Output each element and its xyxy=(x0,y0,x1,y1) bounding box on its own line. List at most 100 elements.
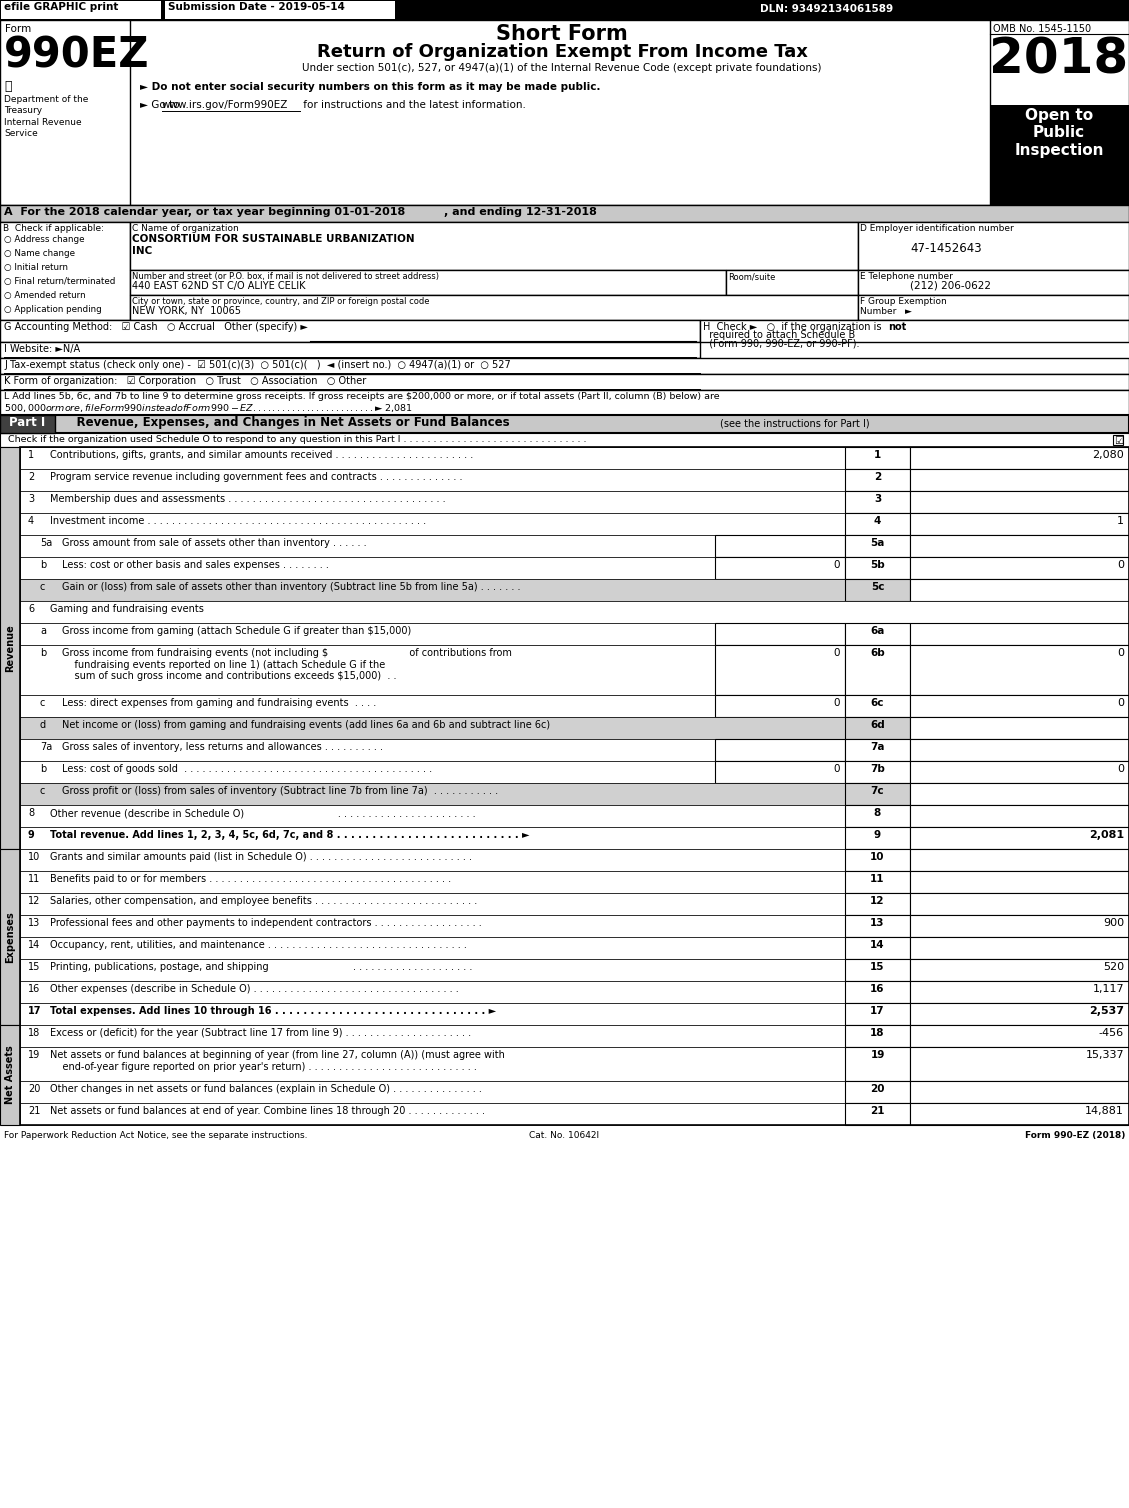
Text: Form 990-EZ (2018): Form 990-EZ (2018) xyxy=(1025,1131,1124,1140)
Bar xyxy=(20,492,1129,513)
Text: 0: 0 xyxy=(833,559,840,570)
Bar xyxy=(844,1047,910,1081)
Text: Investment income . . . . . . . . . . . . . . . . . . . . . . . . . . . . . . . : Investment income . . . . . . . . . . . … xyxy=(50,516,426,526)
Text: Expenses: Expenses xyxy=(5,911,15,964)
Text: I Website: ►N/A: I Website: ►N/A xyxy=(5,344,80,354)
Bar xyxy=(844,1102,910,1125)
Text: A  For the 2018 calendar year, or tax year beginning 01-01-2018          , and e: A For the 2018 calendar year, or tax yea… xyxy=(5,207,597,217)
Text: ○ Initial return: ○ Initial return xyxy=(5,262,68,271)
Bar xyxy=(844,1081,910,1102)
Text: 0: 0 xyxy=(1117,559,1124,570)
Bar xyxy=(0,20,130,205)
Text: Gaming and fundraising events: Gaming and fundraising events xyxy=(50,605,204,614)
Bar xyxy=(910,982,1129,1003)
Text: Ⓢ: Ⓢ xyxy=(5,80,11,93)
Bar xyxy=(20,469,1129,492)
Text: 7c: 7c xyxy=(870,786,884,796)
Bar xyxy=(130,270,726,296)
Text: Excess or (deficit) for the year (Subtract line 17 from line 9) . . . . . . . . : Excess or (deficit) for the year (Subtra… xyxy=(50,1028,471,1038)
Bar xyxy=(163,2,165,20)
Bar xyxy=(990,106,1129,205)
Text: 1: 1 xyxy=(874,449,881,460)
Bar xyxy=(726,270,858,296)
Text: F Group Exemption: F Group Exemption xyxy=(860,297,947,306)
Text: 14: 14 xyxy=(28,939,41,950)
Text: ○ Application pending: ○ Application pending xyxy=(5,305,102,314)
Bar xyxy=(20,982,1129,1003)
Bar xyxy=(910,579,1129,602)
Bar xyxy=(20,602,1129,623)
Text: Short Form: Short Form xyxy=(496,24,628,44)
Bar xyxy=(910,1081,1129,1102)
Text: Form: Form xyxy=(5,24,32,35)
Bar xyxy=(0,342,700,357)
Bar xyxy=(844,492,910,513)
Bar xyxy=(844,982,910,1003)
Bar xyxy=(0,320,700,342)
Text: 0: 0 xyxy=(833,698,840,707)
Text: B  Check if applicable:: B Check if applicable: xyxy=(3,225,104,234)
Bar xyxy=(20,1081,1129,1102)
Text: Check if the organization used Schedule O to respond to any question in this Par: Check if the organization used Schedule … xyxy=(8,434,586,443)
Bar xyxy=(844,645,910,695)
Text: 19: 19 xyxy=(28,1050,41,1060)
Text: (212) 206-0622: (212) 206-0622 xyxy=(910,280,991,291)
Text: b: b xyxy=(40,648,46,657)
Bar xyxy=(20,1047,1129,1081)
Bar xyxy=(20,872,1129,893)
Bar xyxy=(844,695,910,716)
Text: c: c xyxy=(40,582,45,593)
Bar xyxy=(844,446,910,469)
Bar xyxy=(910,893,1129,915)
Text: J Tax-exempt status (check only one) -  ☑ 501(c)(3)  ○ 501(c)(   )  ◄ (insert no: J Tax-exempt status (check only one) - ☑… xyxy=(5,360,510,369)
Text: DLN: 93492134061589: DLN: 93492134061589 xyxy=(760,5,893,14)
Text: 14: 14 xyxy=(870,939,885,950)
Bar xyxy=(910,623,1129,645)
Text: C Name of organization: C Name of organization xyxy=(132,225,238,234)
Text: d: d xyxy=(40,719,46,730)
Bar xyxy=(20,645,1129,695)
Text: 14,881: 14,881 xyxy=(1085,1105,1124,1116)
Bar xyxy=(910,915,1129,936)
Text: Gross income from gaming (attach Schedule G if greater than $15,000): Gross income from gaming (attach Schedul… xyxy=(62,626,411,636)
Text: Other changes in net assets or fund balances (explain in Schedule O) . . . . . .: Other changes in net assets or fund bala… xyxy=(50,1084,482,1093)
Bar xyxy=(844,893,910,915)
Bar xyxy=(844,936,910,959)
Bar xyxy=(910,959,1129,982)
Bar xyxy=(20,1025,1129,1047)
Text: ○ Amended return: ○ Amended return xyxy=(5,291,86,300)
Text: Net Assets: Net Assets xyxy=(5,1045,15,1104)
Text: 4: 4 xyxy=(28,516,34,526)
Text: 0: 0 xyxy=(833,765,840,774)
Bar xyxy=(20,849,1129,872)
Bar xyxy=(20,915,1129,936)
Text: c: c xyxy=(40,698,45,707)
Bar xyxy=(715,623,844,645)
Bar xyxy=(910,535,1129,556)
Text: Part I: Part I xyxy=(9,416,45,428)
Text: INC: INC xyxy=(132,246,152,256)
Bar xyxy=(20,446,1129,1125)
Bar xyxy=(844,826,910,849)
Bar xyxy=(844,959,910,982)
Text: L Add lines 5b, 6c, and 7b to line 9 to determine gross receipts. If gross recei: L Add lines 5b, 6c, and 7b to line 9 to … xyxy=(5,392,719,401)
Text: Return of Organization Exempt From Income Tax: Return of Organization Exempt From Incom… xyxy=(316,44,807,60)
Bar xyxy=(0,433,1129,446)
Text: 15: 15 xyxy=(28,962,41,973)
Text: 5a: 5a xyxy=(40,538,52,547)
Text: 5b: 5b xyxy=(870,559,885,570)
Bar xyxy=(20,936,1129,959)
Text: ► Go to: ► Go to xyxy=(140,100,183,110)
Text: 4: 4 xyxy=(874,516,882,526)
Bar xyxy=(910,1025,1129,1047)
Text: 6d: 6d xyxy=(870,719,885,730)
Text: 0: 0 xyxy=(833,648,840,657)
Bar xyxy=(910,645,1129,695)
Text: 3: 3 xyxy=(874,495,881,504)
Text: Net income or (loss) from gaming and fundraising events (add lines 6a and 6b and: Net income or (loss) from gaming and fun… xyxy=(62,719,550,730)
Bar xyxy=(0,0,1129,20)
Text: D Employer identification number: D Employer identification number xyxy=(860,225,1014,234)
Bar xyxy=(715,695,844,716)
Bar xyxy=(910,1047,1129,1081)
Text: 13: 13 xyxy=(28,918,41,927)
